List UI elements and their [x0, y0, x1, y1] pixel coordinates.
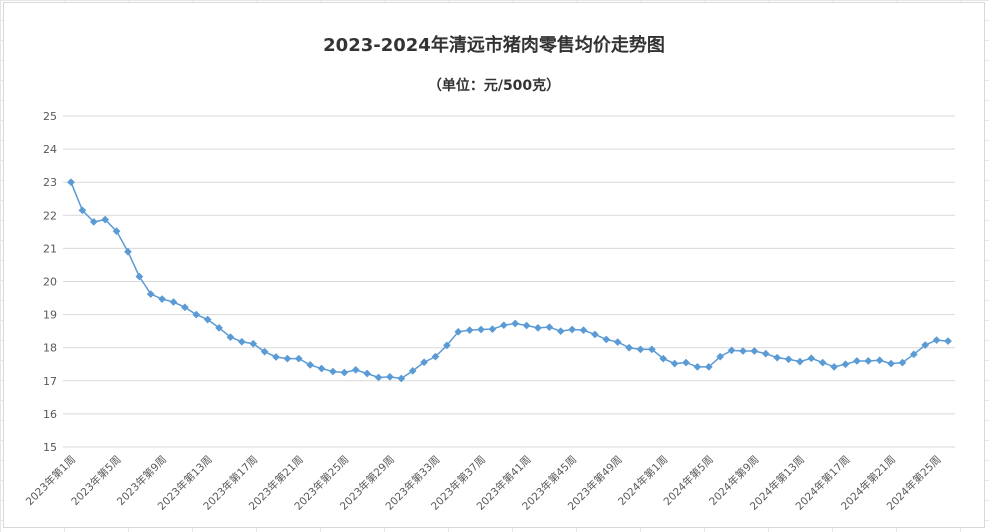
data-point-marker [568, 325, 577, 334]
data-point-marker [499, 321, 508, 330]
data-point-marker [602, 335, 611, 344]
data-point-marker [340, 368, 349, 377]
data-point-marker [454, 327, 463, 336]
chart-subtitle: （单位：元/500克） [427, 78, 561, 94]
y-tick-label: 19 [43, 309, 57, 322]
data-point-marker [864, 356, 873, 365]
data-point-marker [545, 323, 554, 332]
data-point-marker [249, 339, 258, 348]
y-tick-label: 15 [43, 441, 57, 454]
data-point-marker [146, 290, 155, 299]
data-point-marker [431, 352, 440, 361]
data-point-marker [488, 325, 497, 334]
data-point-marker [363, 369, 372, 378]
data-point-marker [158, 295, 167, 303]
data-point-marker [477, 325, 485, 334]
data-point-marker [317, 364, 326, 373]
data-point-marker [852, 356, 861, 365]
data-point-marker [420, 358, 429, 367]
data-point-marker [716, 352, 725, 361]
data-point-marker [374, 373, 383, 382]
data-point-marker [944, 337, 952, 346]
y-tick-label: 17 [43, 375, 57, 388]
data-point-marker [135, 272, 144, 281]
data-point-marker [203, 315, 212, 324]
y-tick-label: 25 [43, 110, 57, 123]
data-point-marker [294, 354, 303, 363]
data-point-marker [123, 247, 132, 256]
chart-area[interactable]: 2023-2024年清远市猪肉零售均价走势图 （单位：元/500克） [3, 2, 985, 528]
data-point-marker [67, 178, 75, 187]
data-point-marker [351, 365, 360, 374]
data-point-marker [101, 215, 110, 224]
y-tick-label: 24 [43, 143, 57, 156]
data-point-marker [306, 360, 315, 369]
data-point-marker [89, 217, 98, 226]
data-point-marker [237, 337, 246, 346]
data-point-marker [465, 326, 474, 335]
data-point-marker [272, 353, 280, 361]
data-point-marker [818, 358, 827, 367]
data-point-marker [795, 357, 804, 366]
y-tick-label: 21 [43, 242, 57, 255]
data-point-marker [887, 359, 896, 368]
data-point-marker [807, 354, 816, 363]
data-point-marker [397, 374, 406, 383]
data-point-marker [442, 341, 451, 350]
y-tick-label: 22 [43, 209, 57, 222]
data-point-marker [556, 327, 565, 336]
data-point-marker [408, 366, 417, 375]
data-point-marker [761, 349, 770, 358]
data-point-marker [283, 354, 292, 363]
data-point-marker [647, 345, 656, 354]
data-point-marker [613, 338, 622, 347]
data-point-marker [78, 206, 87, 215]
data-point-marker [909, 350, 918, 359]
data-point-marker [636, 345, 645, 354]
data-point-marker [625, 343, 634, 352]
data-point-marker [659, 354, 668, 363]
data-point-marker [169, 298, 178, 306]
series-line [70, 181, 949, 380]
data-point-marker [932, 336, 941, 345]
y-tick-label: 23 [43, 176, 57, 189]
data-point-marker [773, 353, 782, 362]
data-point-marker [511, 319, 520, 328]
data-point-marker [898, 358, 907, 367]
data-point-marker [579, 326, 588, 335]
data-point-marker [112, 227, 121, 236]
y-tick-label: 20 [43, 276, 57, 289]
data-point-marker [226, 333, 235, 342]
data-point-marker [750, 347, 759, 355]
data-point-marker [192, 310, 201, 319]
chart-title: 2023-2024年清远市猪肉零售均价走势图 [323, 35, 665, 56]
data-point-marker [875, 356, 884, 365]
y-tick-label: 16 [43, 408, 57, 421]
data-point-marker [841, 360, 850, 369]
data-point-marker [534, 323, 542, 332]
data-point-marker [260, 347, 269, 356]
data-point-marker [830, 362, 839, 371]
data-point-marker [590, 330, 599, 339]
data-point-marker [921, 341, 930, 350]
data-point-marker [693, 362, 702, 371]
data-point-marker [739, 347, 747, 355]
data-point-marker [784, 355, 793, 364]
data-point-marker [385, 372, 394, 381]
data-point-marker [704, 362, 713, 371]
data-point-marker [670, 359, 679, 368]
y-tick-label: 18 [43, 342, 57, 355]
data-point-marker [215, 323, 224, 332]
data-point-marker [522, 321, 531, 330]
data-point-marker [329, 367, 337, 376]
data-point-marker [727, 346, 736, 355]
data-point-marker [180, 303, 189, 312]
data-point-marker [682, 358, 690, 367]
